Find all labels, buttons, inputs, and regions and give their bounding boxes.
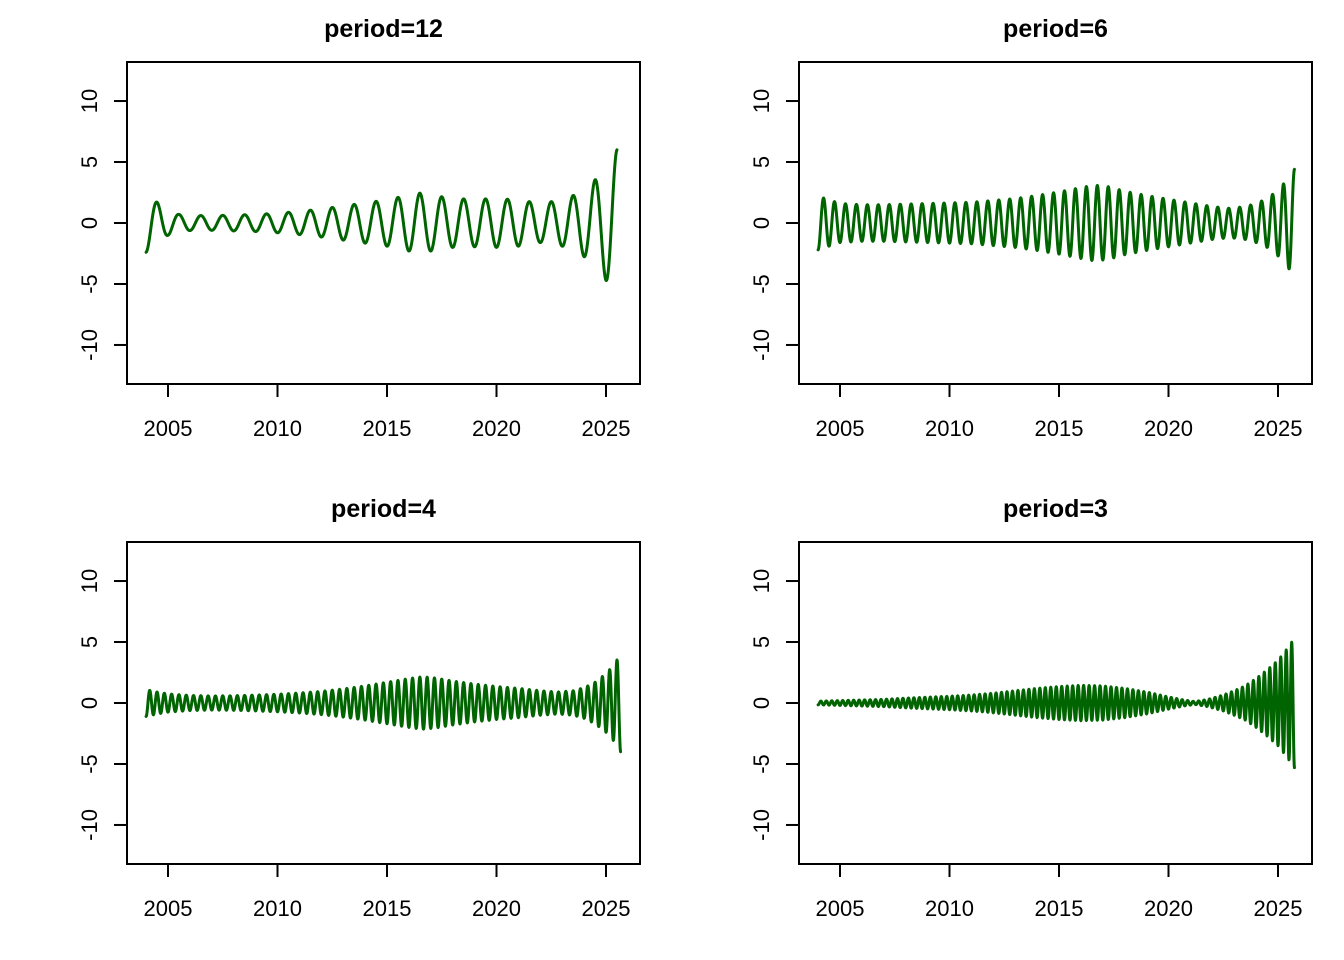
y-tick-label: -5 xyxy=(77,754,102,774)
panel-period-12: 2005 2010 2015 2020 2025 -10 -5 0 5 10 period=12 xyxy=(0,0,672,480)
x-tick-label: 2015 xyxy=(363,416,412,441)
x-tick-label: 2020 xyxy=(472,416,521,441)
y-tick-label: 0 xyxy=(77,217,102,229)
y-tick-label: -10 xyxy=(749,809,774,841)
y-tick-label: -10 xyxy=(77,809,102,841)
panel-period-6: 2005 2010 2015 2020 2025 -10 -5 0 5 10 period=6 xyxy=(672,0,1344,480)
y-tick-label: 10 xyxy=(749,89,774,113)
series-line xyxy=(816,640,1296,770)
x-tick-label: 2010 xyxy=(253,896,302,921)
panel-period-4: 2005 2010 2015 2020 2025 -10 -5 0 5 10 period=4 xyxy=(0,480,672,960)
y-tick-label: 0 xyxy=(77,697,102,709)
y-tick-label: -5 xyxy=(749,754,774,774)
y-tick-label: 0 xyxy=(749,217,774,229)
x-tick-label: 2005 xyxy=(816,896,865,921)
panel-title: period=12 xyxy=(324,15,443,43)
plot-area-period-3: 2005 2010 2015 2020 2025 -10 -5 0 5 10 xyxy=(749,541,1313,921)
x-tick-label: 2005 xyxy=(144,896,193,921)
y-tick-label: -5 xyxy=(749,274,774,294)
x-tick-label: 2020 xyxy=(472,896,521,921)
x-tick-label: 2005 xyxy=(816,416,865,441)
x-tick-label: 2015 xyxy=(363,896,412,921)
x-tick-label: 2005 xyxy=(144,416,193,441)
y-tick-label: 10 xyxy=(749,569,774,593)
series-line xyxy=(144,658,623,754)
y-tick-label: 5 xyxy=(77,636,102,648)
x-tick-label: 2025 xyxy=(582,416,631,441)
y-tick-label: 5 xyxy=(749,156,774,168)
plot-area-period-4: 2005 2010 2015 2020 2025 -10 -5 0 5 10 xyxy=(77,541,641,921)
plot-area-period-6: 2005 2010 2015 2020 2025 -10 -5 0 5 10 xyxy=(749,61,1313,441)
y-tick-label: 10 xyxy=(77,89,102,113)
x-tick-label: 2015 xyxy=(1035,416,1084,441)
x-tick-label: 2025 xyxy=(1254,896,1303,921)
x-tick-label: 2010 xyxy=(253,416,302,441)
series-line xyxy=(816,167,1296,271)
x-tick-label: 2010 xyxy=(925,896,974,921)
y-tick-label: -10 xyxy=(749,329,774,361)
panel-period-3: 2005 2010 2015 2020 2025 -10 -5 0 5 10 period=3 xyxy=(672,480,1344,960)
series-line xyxy=(144,148,619,283)
x-tick-label: 2025 xyxy=(1254,416,1303,441)
x-tick-label: 2015 xyxy=(1035,896,1084,921)
x-tick-label: 2020 xyxy=(1144,416,1193,441)
panel-title: period=6 xyxy=(1003,15,1108,43)
plot-area-period-12: 2005 2010 2015 2020 2025 -10 -5 0 5 10 xyxy=(77,61,641,441)
panel-title: period=3 xyxy=(1003,495,1108,523)
x-tick-label: 2025 xyxy=(582,896,631,921)
y-tick-label: -5 xyxy=(77,274,102,294)
y-tick-label: 10 xyxy=(77,569,102,593)
x-tick-label: 2020 xyxy=(1144,896,1193,921)
y-tick-label: 5 xyxy=(77,156,102,168)
y-tick-label: 0 xyxy=(749,697,774,709)
panel-title: period=4 xyxy=(331,495,436,523)
x-tick-label: 2010 xyxy=(925,416,974,441)
y-tick-label: 5 xyxy=(749,636,774,648)
y-tick-label: -10 xyxy=(77,329,102,361)
plot-box xyxy=(126,61,641,385)
